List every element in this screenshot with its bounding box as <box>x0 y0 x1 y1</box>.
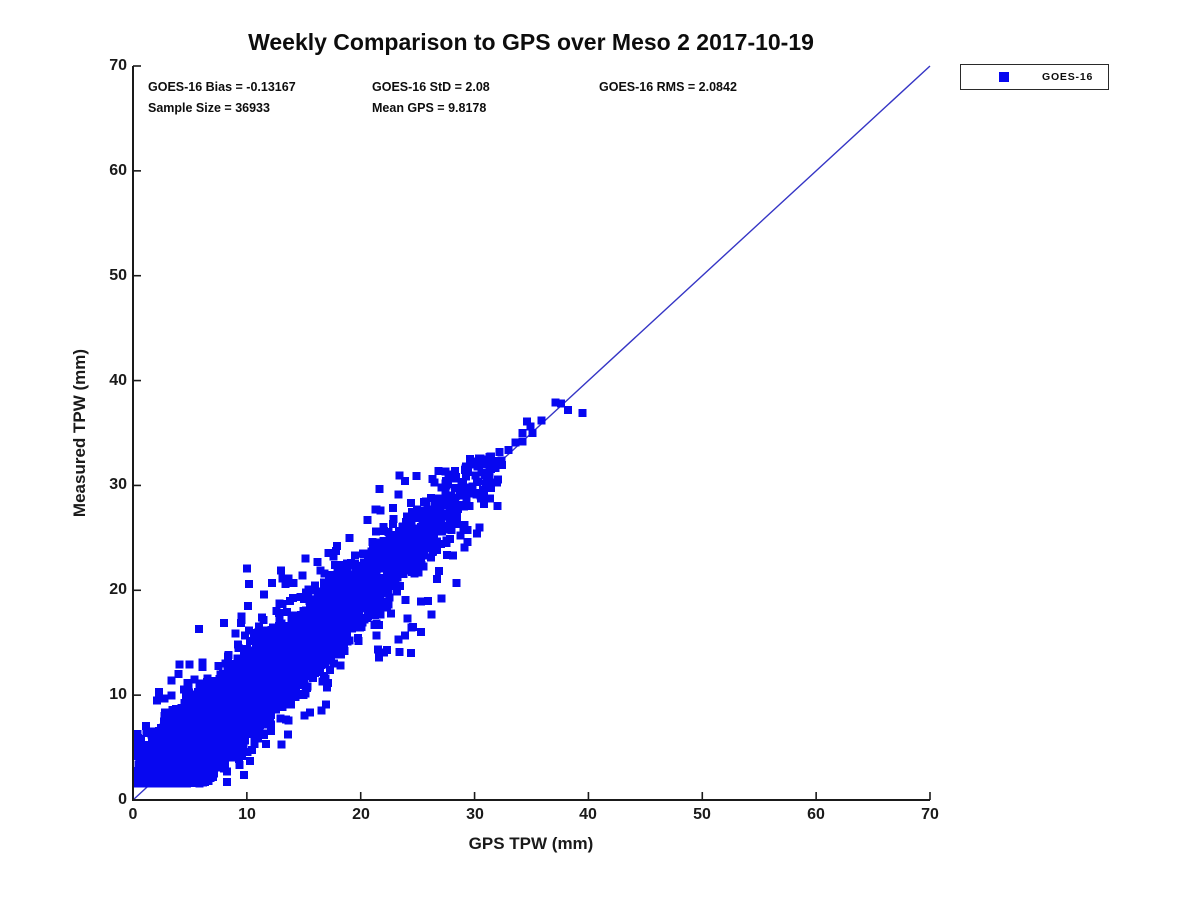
scatter-points-goes16 <box>133 398 587 788</box>
y-tick-label: 0 <box>118 791 127 808</box>
y-tick-label: 60 <box>109 162 127 179</box>
stat-bias: GOES-16 Bias = -0.13167 <box>148 80 296 94</box>
x-tick-label: 30 <box>466 806 484 823</box>
x-axis-label: GPS TPW (mm) <box>468 834 594 853</box>
legend-box: GOES-16 <box>960 64 1109 90</box>
chart-title: Weekly Comparison to GPS over Meso 2 201… <box>248 29 814 55</box>
y-tick-label: 20 <box>109 581 127 598</box>
x-tick-label: 40 <box>579 806 597 823</box>
tick-marks <box>132 65 931 801</box>
stat-rms: GOES-16 RMS = 2.0842 <box>599 80 737 94</box>
x-tick-label: 60 <box>807 806 825 823</box>
x-tick-label: 50 <box>693 806 711 823</box>
y-tick-label: 40 <box>109 372 127 389</box>
x-tick-label: 20 <box>352 806 370 823</box>
legend-label: GOES-16 <box>1042 71 1094 83</box>
y-tick-label: 30 <box>109 476 127 493</box>
stat-std: GOES-16 StD = 2.08 <box>372 80 490 94</box>
y-tick-label: 70 <box>109 57 127 74</box>
stat-mean-gps: Mean GPS = 9.8178 <box>372 101 487 115</box>
legend-marker-square-icon <box>999 72 1009 82</box>
x-tick-label: 0 <box>128 806 138 823</box>
x-tick-label: 10 <box>238 806 256 823</box>
y-tick-label: 10 <box>109 686 127 703</box>
x-tick-label: 70 <box>921 806 939 823</box>
y-tick-label: 50 <box>109 267 127 284</box>
stat-sample-size: Sample Size = 36933 <box>148 101 270 115</box>
